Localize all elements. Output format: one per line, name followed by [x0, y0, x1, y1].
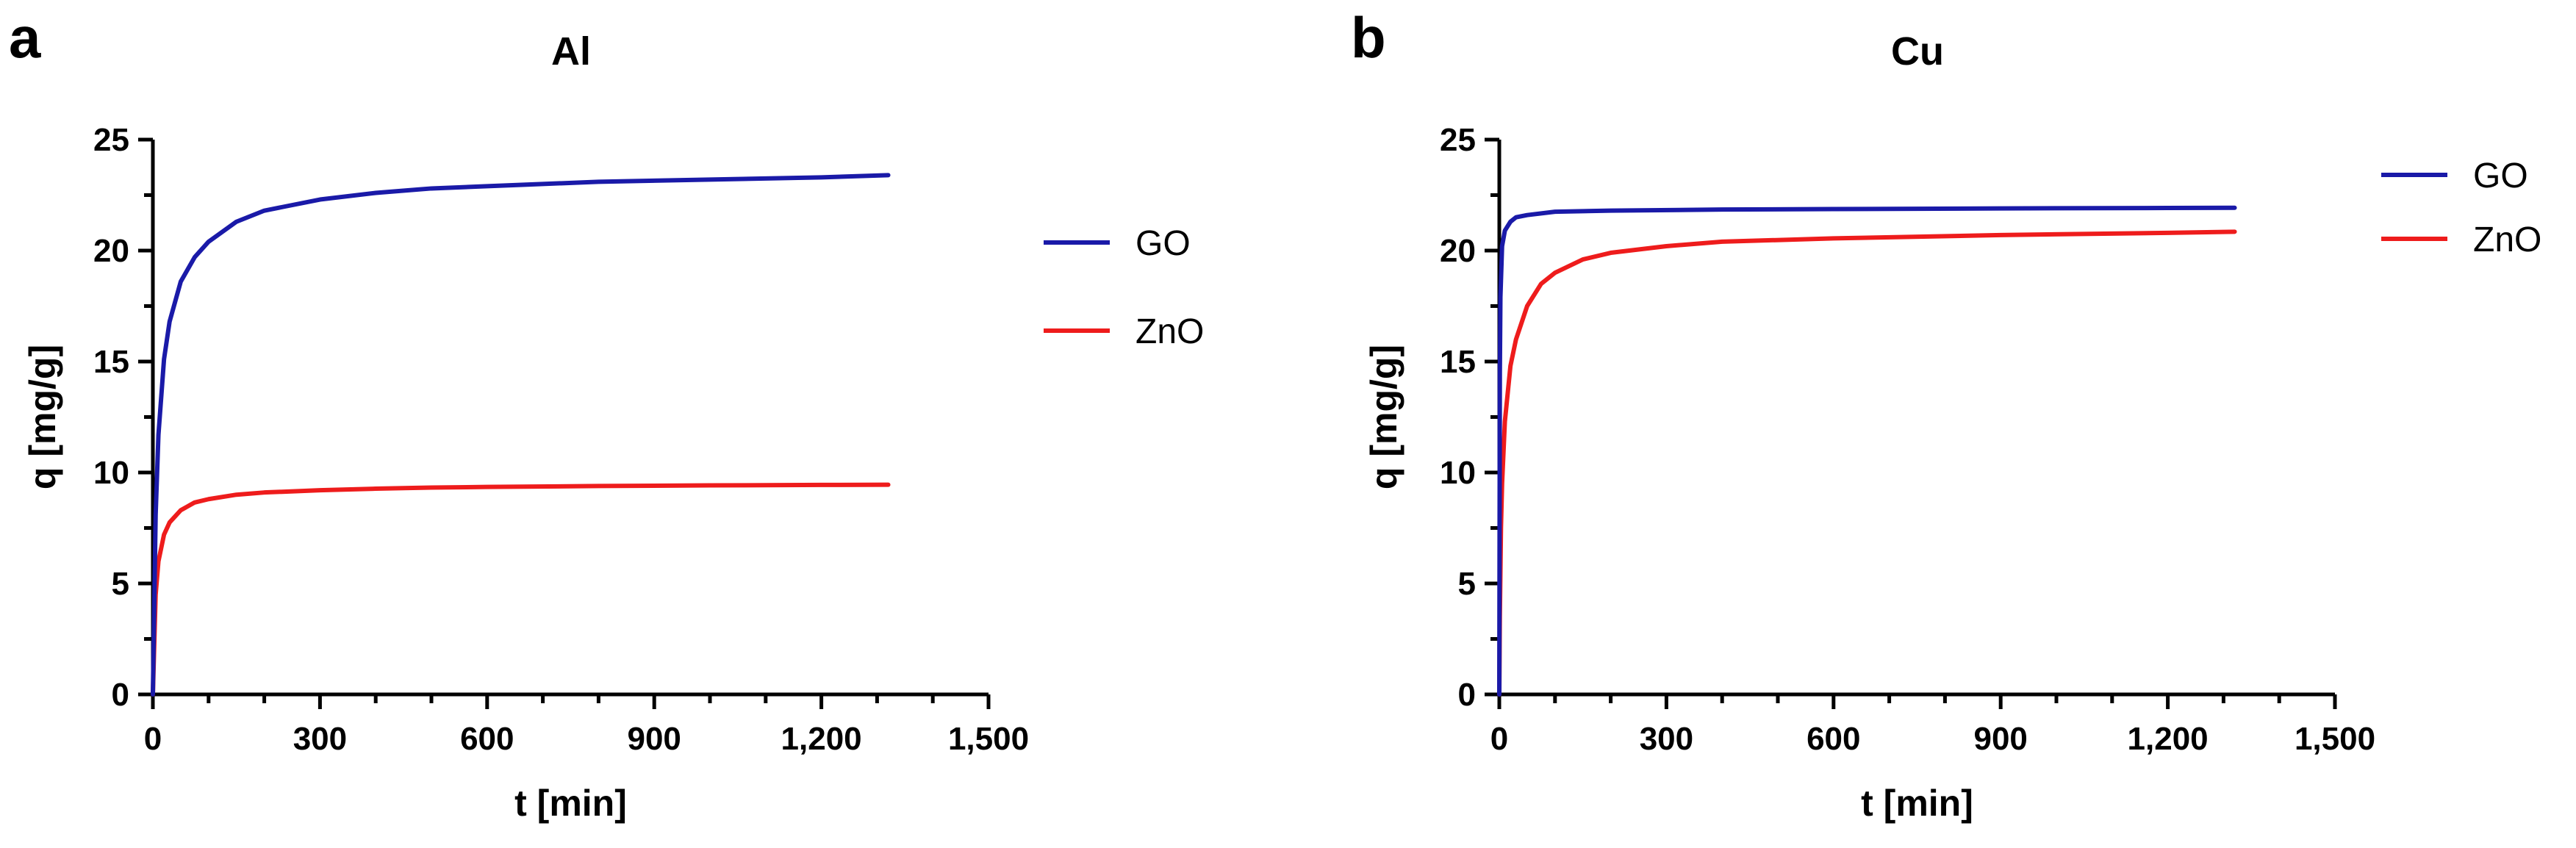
chart-title: Cu — [1891, 29, 1944, 73]
y-tick-label: 5 — [1458, 566, 1476, 602]
y-tick-label: 10 — [1440, 455, 1476, 491]
x-axis-title: t [min] — [514, 783, 627, 824]
x-tick-label: 1,200 — [2128, 721, 2209, 757]
x-axis-title: t [min] — [1861, 783, 1973, 824]
x-tick-label: 1,500 — [948, 721, 1029, 757]
legend-label-zno: ZnO — [2473, 220, 2541, 259]
series-line-zno — [151, 482, 891, 697]
series-line-go — [151, 173, 891, 697]
x-tick-label: 900 — [1973, 721, 2027, 757]
x-tick-label: 900 — [627, 721, 681, 757]
chart-title: Al — [551, 29, 591, 73]
y-tick-label: 20 — [93, 233, 129, 269]
series-line-zno — [1497, 229, 2237, 697]
y-tick-label: 5 — [112, 566, 129, 602]
chart-panel-b: b Cu 0 300 600 900 1,200 1,500 0 5 10 15 20 25 t [min]… — [1351, 5, 2541, 824]
y-tick-label: 15 — [93, 344, 129, 380]
x-tick-label: 600 — [460, 721, 514, 757]
legend-label-zno: ZnO — [1135, 312, 1204, 351]
y-tick-label: 25 — [1440, 122, 1476, 158]
x-tick-label: 1,500 — [2295, 721, 2375, 757]
legend-label-go: GO — [2473, 157, 2528, 195]
y-tick-label: 20 — [1440, 233, 1476, 269]
x-tick-label: 600 — [1807, 721, 1860, 757]
y-tick-label: 10 — [93, 455, 129, 491]
y-tick-label: 0 — [1458, 677, 1476, 713]
y-tick-label: 25 — [93, 122, 129, 158]
y-tick-label: 0 — [112, 677, 129, 713]
legend-label-go: GO — [1135, 224, 1191, 263]
y-tick-label: 15 — [1440, 344, 1476, 380]
y-axis-title: q [mg/g] — [1363, 345, 1404, 489]
panel-letter: b — [1351, 5, 1386, 70]
x-tick-label: 0 — [144, 721, 162, 757]
x-tick-label: 300 — [293, 721, 347, 757]
x-tick-label: 0 — [1490, 721, 1508, 757]
x-tick-label: 300 — [1640, 721, 1693, 757]
y-axis-title: q [mg/g] — [22, 345, 63, 489]
x-tick-label: 1,200 — [781, 721, 862, 757]
series-line-go — [1497, 205, 2237, 697]
chart-panel-a: a Al 0 300 600 900 1,200 1,500 0 5 10 15 20 25 t [min]… — [9, 5, 1204, 824]
panel-letter: a — [9, 5, 41, 70]
